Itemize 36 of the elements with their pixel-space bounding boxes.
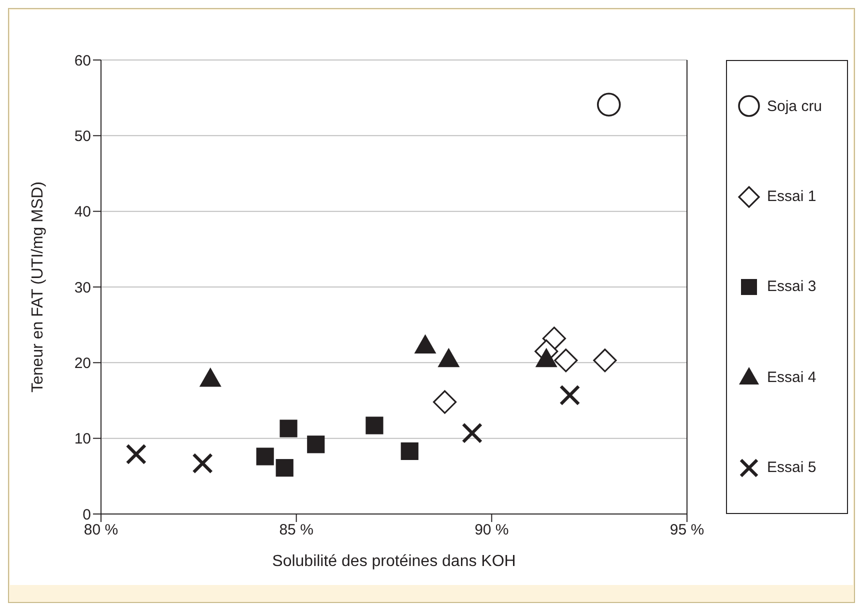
point: [554, 348, 578, 372]
legend-label: Soja cru: [767, 98, 822, 115]
point: [256, 448, 274, 466]
y-tick-label: 40: [74, 204, 91, 221]
point: [414, 334, 436, 354]
y-tick-label: 0: [82, 506, 91, 524]
legend-label: Essai 5: [767, 459, 816, 476]
point: [366, 416, 384, 434]
point: [559, 384, 580, 406]
y-axis-title: Teneur en FAT (UTI/mg MSD): [30, 181, 47, 393]
point: [307, 436, 325, 454]
y-tick-label: 60: [74, 52, 91, 70]
point: [126, 444, 147, 465]
point: [462, 422, 483, 444]
point: [276, 459, 294, 477]
x-tick-label: 90 %: [474, 522, 509, 539]
point: [280, 420, 298, 438]
point: [192, 452, 213, 474]
point: [596, 92, 621, 117]
x-tick-label: 80 %: [84, 522, 118, 539]
point: [535, 348, 558, 368]
point: [400, 442, 418, 460]
point: [199, 368, 222, 387]
x-tick-label: 85 %: [279, 522, 314, 539]
y-tick-label: 10: [74, 430, 91, 448]
y-tick-label: 50: [74, 128, 91, 145]
point: [432, 390, 457, 414]
x-tick-label: 95 %: [670, 522, 704, 539]
point: [438, 348, 460, 368]
legend-label: Essai 3: [767, 278, 816, 296]
y-tick-label: 20: [74, 354, 91, 372]
point: [593, 348, 617, 372]
x-axis-title: Solubilité des protéines dans KOH: [272, 553, 516, 570]
y-tick-label: 30: [74, 279, 91, 296]
legend-label: Essai 1: [767, 188, 816, 206]
legend-label: Essai 4: [767, 368, 816, 386]
